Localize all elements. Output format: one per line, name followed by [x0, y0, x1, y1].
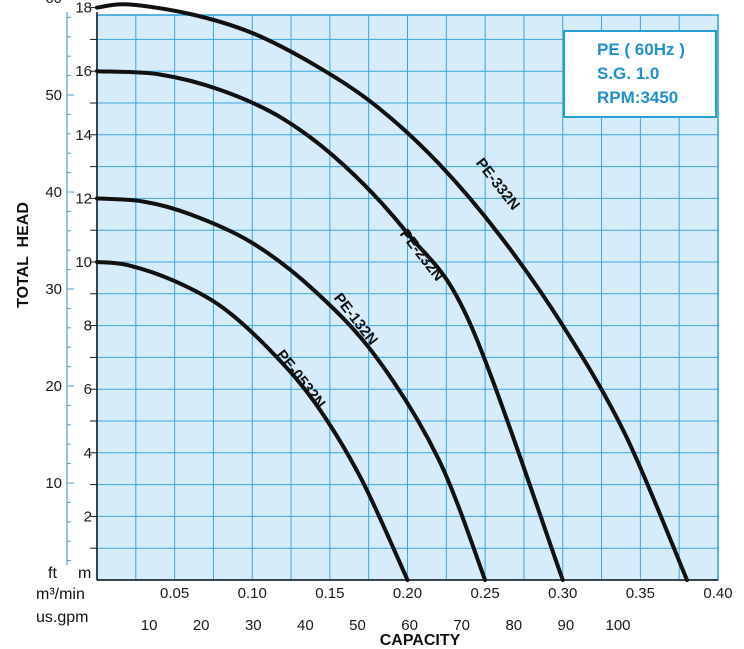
gpm-tick-label: 40 [297, 617, 314, 634]
series-line-pe-332n [95, 2, 689, 582]
m3min-tick-label: 0.05 [160, 585, 189, 602]
gpm-tick-label: 50 [349, 617, 366, 634]
m-tick-label: 18 [75, 0, 92, 17]
series-line-pe-0532n [95, 260, 410, 582]
ft-tick-label: 30 [45, 281, 62, 298]
m-tick-label: 12 [75, 190, 92, 207]
m3min-tick-label: 0.35 [626, 585, 655, 602]
rpm-label: RPM:3450 [597, 88, 679, 107]
m3min-tick-label: 0.15 [315, 585, 344, 602]
gpm-tick-label: 30 [245, 617, 262, 634]
y-unit-ft: ft [48, 565, 57, 582]
series-line-pe-232n [95, 69, 565, 582]
m-tick-label: 8 [84, 318, 92, 335]
m3min-tick-label: 0.40 [703, 585, 732, 602]
m3min-tick-label: 0.10 [238, 585, 267, 602]
m-tick-label: 4 [84, 445, 92, 462]
gpm-tick-label: 90 [558, 617, 575, 634]
series-curves [95, 2, 689, 582]
gpm-tick-label: 100 [605, 617, 630, 634]
tick-labels: 10 20 30 40 50 60 2 4 6 8 10 12 14 16 18 0.05 0.10 0.15 0.… [45, 0, 732, 634]
ft-tick-label: 10 [45, 475, 62, 492]
series-line-pe-132n [95, 196, 488, 582]
gpm-tick-label: 60 [401, 617, 418, 634]
m3min-tick-label: 0.30 [548, 585, 577, 602]
ft-tick-label: 40 [45, 184, 62, 201]
x-unit-gpm: us.gpm [36, 609, 88, 626]
gpm-tick-label: 20 [193, 617, 210, 634]
m-tick-label: 14 [75, 127, 92, 144]
gpm-tick-label: 80 [505, 617, 522, 634]
ft-tick-label: 60 [45, 0, 62, 7]
m3min-tick-label: 0.20 [393, 585, 422, 602]
m-tick-label: 6 [84, 381, 92, 398]
gpm-tick-label: 10 [141, 617, 158, 634]
m-tick-label: 10 [75, 254, 92, 271]
m-tick-label: 2 [84, 508, 92, 525]
y-unit-m: m [78, 565, 91, 582]
specific-gravity-label: S.G. 1.0 [597, 64, 660, 83]
m3min-tick-label: 0.25 [471, 585, 500, 602]
y-axis-title: TOTAL HEAD [15, 202, 32, 308]
gpm-tick-label: 70 [453, 617, 470, 634]
m-tick-label: 16 [75, 63, 92, 80]
frequency-label: PE ( 60Hz ) [597, 40, 685, 59]
ft-tick-label: 20 [45, 378, 62, 395]
operating-conditions-box: PE ( 60Hz ) S.G. 1.0 RPM:3450 [563, 30, 717, 118]
ft-tick-label: 50 [45, 87, 62, 104]
x-unit-m3min: m³/min [36, 586, 85, 603]
x-axis-title: CAPACITY [380, 632, 461, 649]
